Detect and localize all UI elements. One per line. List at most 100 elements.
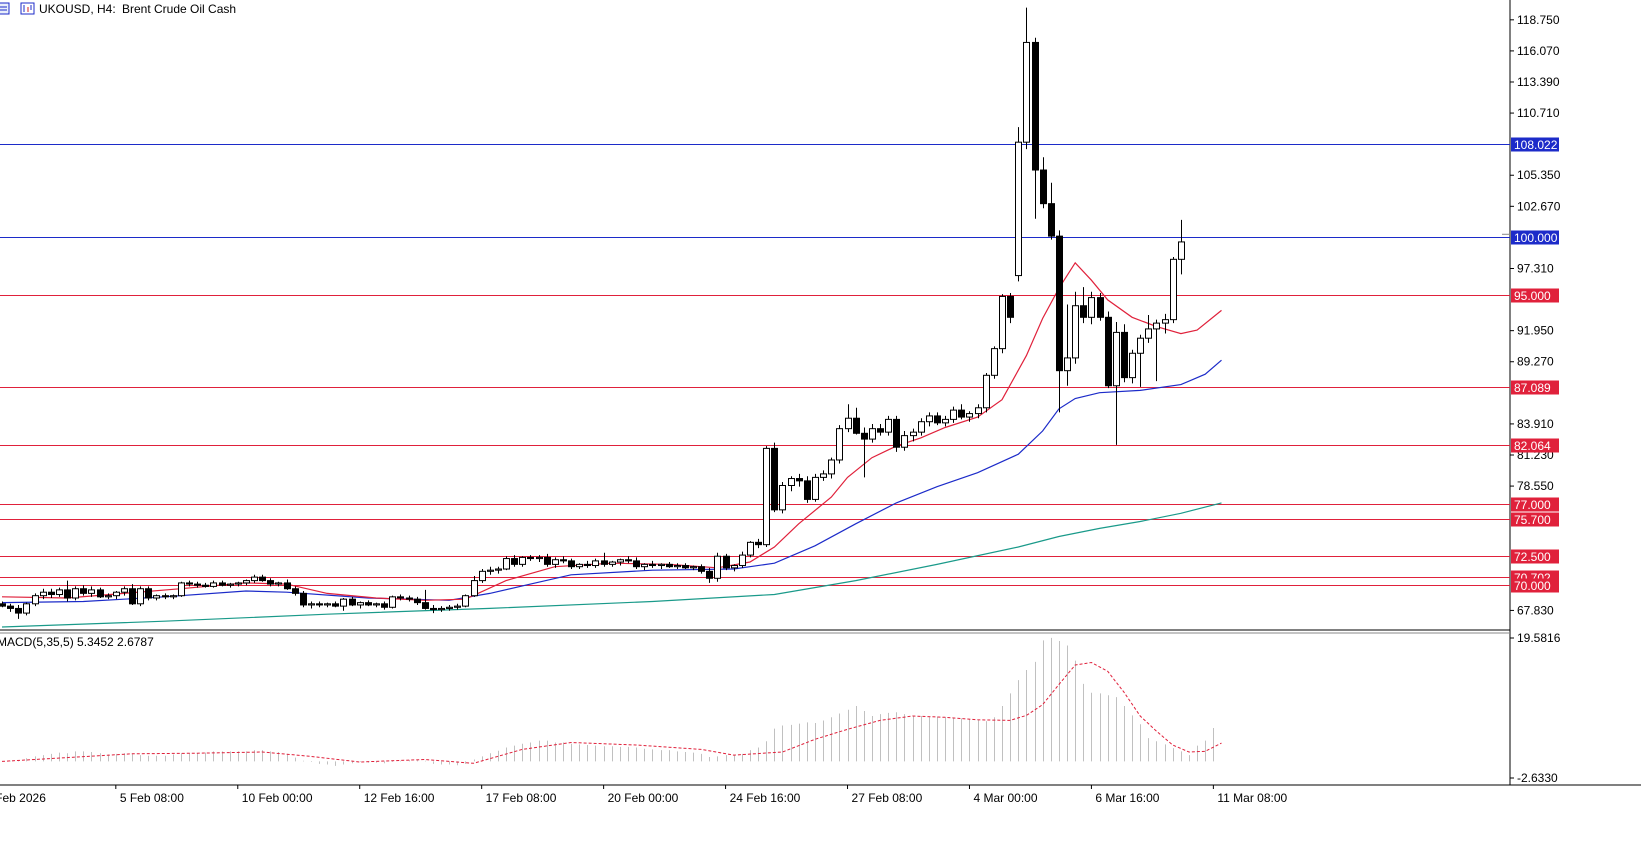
candle bbox=[316, 601, 323, 608]
candle bbox=[308, 601, 315, 609]
candle bbox=[877, 424, 884, 436]
candle bbox=[162, 593, 169, 600]
time-tick-label: 17 Feb 08:00 bbox=[486, 791, 557, 805]
candle bbox=[1056, 230, 1063, 413]
candle bbox=[129, 584, 136, 605]
candle bbox=[714, 552, 721, 582]
candle bbox=[105, 593, 112, 600]
candle bbox=[796, 473, 803, 487]
candle bbox=[641, 563, 648, 571]
level-price-label: 72.500 bbox=[1514, 550, 1551, 564]
window-menu-icon[interactable] bbox=[0, 2, 10, 15]
candle bbox=[658, 563, 665, 570]
candle bbox=[97, 587, 104, 599]
macd-tick-label: 19.5816 bbox=[1517, 631, 1561, 645]
candle bbox=[235, 581, 242, 587]
price-tick-label: 113.390 bbox=[1517, 75, 1560, 89]
candle bbox=[72, 586, 79, 601]
candle bbox=[755, 538, 762, 549]
time-tick-label: 11 Mar 08:00 bbox=[1217, 791, 1287, 805]
candle bbox=[788, 476, 795, 492]
time-tick-label: 5 Feb 08:00 bbox=[120, 791, 184, 805]
candle bbox=[1153, 319, 1160, 382]
level-price-tag bbox=[1511, 512, 1559, 527]
level-price-tag bbox=[1511, 578, 1559, 593]
candle bbox=[438, 606, 445, 612]
candle bbox=[349, 596, 356, 607]
candle bbox=[560, 556, 567, 564]
candle bbox=[617, 558, 624, 566]
candle bbox=[576, 563, 583, 570]
candle bbox=[690, 565, 697, 571]
macd-pane[interactable]: MACD(5,35,5) 5.3452 2.6787 19.5816 -2.633… bbox=[0, 631, 1561, 785]
candle bbox=[243, 579, 250, 586]
candle bbox=[64, 580, 71, 602]
candle bbox=[820, 470, 827, 481]
candle bbox=[462, 594, 469, 608]
level-price-tag bbox=[1511, 137, 1559, 152]
chart-header: UKOUSD, H4: Brent Crude Oil Cash bbox=[0, 2, 236, 16]
candle bbox=[1064, 304, 1071, 386]
candle bbox=[471, 575, 478, 597]
candle bbox=[893, 415, 900, 452]
candle bbox=[804, 476, 811, 503]
candle bbox=[958, 404, 965, 420]
candle bbox=[430, 604, 437, 614]
candle bbox=[1162, 313, 1169, 334]
level-price-label: 82.064 bbox=[1514, 439, 1551, 453]
macd-tick-label: -2.6330 bbox=[1517, 771, 1558, 785]
macd-histogram bbox=[10, 637, 1214, 766]
candle bbox=[275, 581, 282, 587]
candle bbox=[0, 601, 6, 608]
candle bbox=[292, 586, 299, 596]
candle bbox=[731, 564, 738, 572]
candle bbox=[495, 566, 502, 574]
macd-signal-line bbox=[1, 661, 1222, 764]
candle bbox=[23, 602, 30, 616]
candle bbox=[446, 604, 453, 611]
candle bbox=[1015, 127, 1022, 282]
candle bbox=[1097, 292, 1104, 321]
candle bbox=[625, 556, 632, 564]
candle bbox=[389, 595, 396, 609]
price-pane[interactable]: 118.750 116.070 113.390 110.710 105.350 102.6… bbox=[0, 0, 1641, 786]
candle bbox=[601, 552, 608, 567]
time-tick-label: 24 Feb 16:00 bbox=[730, 791, 801, 805]
candle bbox=[259, 574, 266, 582]
candle bbox=[836, 425, 843, 464]
candle bbox=[918, 418, 925, 436]
level-price-tag bbox=[1511, 230, 1559, 245]
candle bbox=[284, 579, 291, 590]
candle bbox=[1072, 291, 1079, 364]
candle bbox=[999, 294, 1006, 354]
candle bbox=[153, 594, 160, 601]
candle bbox=[1113, 321, 1120, 445]
price-tick-label: 110.710 bbox=[1517, 106, 1560, 120]
candle bbox=[861, 427, 868, 478]
time-tick-label: 20 Feb 00:00 bbox=[608, 791, 679, 805]
candle bbox=[926, 412, 933, 427]
candle bbox=[137, 586, 144, 607]
candle bbox=[397, 594, 404, 601]
price-tick-label: 83.910 bbox=[1517, 417, 1554, 431]
candle bbox=[170, 594, 177, 600]
candle bbox=[210, 580, 217, 588]
candle bbox=[365, 600, 372, 607]
candle bbox=[698, 564, 705, 574]
candle bbox=[934, 412, 941, 426]
symbol-description: Brent Crude Oil Cash bbox=[122, 2, 236, 16]
candle bbox=[1178, 219, 1185, 275]
time-tick-label: 4 Mar 00:00 bbox=[973, 791, 1037, 805]
time-tick-label: Feb 2026 bbox=[0, 791, 46, 805]
candle bbox=[1145, 315, 1152, 343]
candle bbox=[633, 557, 640, 570]
candle bbox=[991, 346, 998, 379]
candle bbox=[32, 593, 39, 607]
candle bbox=[544, 553, 551, 567]
candle bbox=[1129, 349, 1136, 384]
level-price-tag bbox=[1511, 438, 1559, 453]
candle bbox=[812, 473, 819, 502]
price-tick-label: 116.070 bbox=[1517, 44, 1560, 58]
candle bbox=[1105, 311, 1112, 389]
